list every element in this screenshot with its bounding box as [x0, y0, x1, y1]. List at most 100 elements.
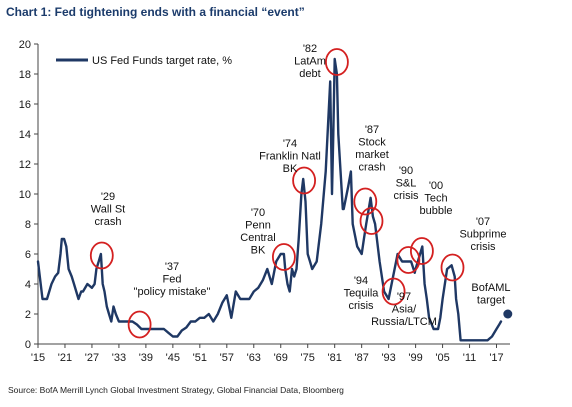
event-annotation: '37 Fed "policy mistake" [134, 261, 211, 298]
x-tick-label: '63 [247, 352, 261, 364]
event-annotation: '97 Asia/Russia/LTCM [371, 291, 437, 328]
event-annotation-line: market [355, 149, 389, 161]
event-annotation-line: Tequila [344, 288, 380, 300]
event-highlight-circle [396, 246, 421, 274]
x-tick-label: '69 [274, 352, 288, 364]
bofaml-target-marker [503, 309, 513, 319]
event-highlight-circle [292, 166, 317, 195]
event-annotation-line: Franklin Natl [259, 151, 321, 163]
x-tick-label: '21 [58, 352, 72, 364]
event-highlight-circle [324, 48, 349, 76]
event-annotation-line: Central [240, 232, 275, 244]
event-annotation-line: Asia/ [392, 304, 417, 316]
x-tick-label: '75 [301, 352, 315, 364]
y-tick-label: 16 [19, 99, 31, 111]
y-tick-label: 18 [19, 69, 31, 81]
x-tick-label: '99 [408, 352, 422, 364]
chart-title: Chart 1: Fed tightening ends with a fina… [6, 5, 305, 19]
y-tick-label: 12 [19, 159, 31, 171]
event-annotation-line: Wall St [91, 204, 125, 216]
x-tick-label: '33 [112, 352, 126, 364]
event-annotation-line: Subprime [459, 229, 506, 241]
bofaml-target-label-line: target [477, 295, 505, 307]
y-tick-label: 8 [25, 219, 31, 231]
event-annotation: '00 Tech bubble [419, 180, 452, 217]
event-highlight-circle [359, 207, 384, 235]
fed-funds-rate-line [36, 57, 503, 342]
y-tick-label: 0 [25, 339, 31, 351]
event-annotation-line: debt [299, 68, 320, 80]
bofaml-target-label-line: BofAML [471, 282, 510, 294]
event-annotation-line: Tech [424, 193, 447, 205]
event-annotation-line: S&L [396, 178, 417, 190]
y-tick-label: 10 [19, 189, 31, 201]
x-tick-label: '45 [166, 352, 180, 364]
legend-label: US Fed Funds target rate, % [92, 55, 232, 67]
event-annotation-line: '70 [251, 207, 265, 219]
event-annotation-line: BK [251, 245, 266, 257]
event-annotation-line: BK [283, 163, 298, 175]
x-tick-label: '27 [85, 352, 99, 364]
event-annotation-line: crisis [348, 300, 374, 312]
legend: US Fed Funds target rate, % [56, 55, 232, 67]
event-annotation-line: Penn [245, 220, 271, 232]
y-tick-label: 20 [19, 39, 31, 51]
event-annotation-line: bubble [419, 205, 452, 217]
x-tick-label: '93 [381, 352, 395, 364]
event-highlight-circle [440, 253, 465, 282]
event-highlight-circle [127, 310, 152, 339]
highlight-circles [89, 48, 465, 339]
event-annotation-line: '37 [165, 261, 179, 273]
event-annotation-line: "policy mistake" [134, 286, 211, 298]
event-annotation-line: '07 [476, 216, 490, 228]
event-highlight-circle [89, 241, 114, 270]
event-annotation-line: Stock [358, 137, 386, 149]
event-annotation-line: LatAm [294, 56, 326, 68]
event-highlight-circle [353, 187, 378, 216]
y-tick-label: 6 [25, 249, 31, 261]
target-marker-group: BofAML target [471, 282, 513, 319]
event-annotation-line: '00 [429, 180, 443, 192]
event-annotation-line: '90 [399, 165, 413, 177]
event-annotation-line: crash [95, 216, 122, 228]
y-tick-label: 14 [19, 129, 31, 141]
source-note: Source: BofA Merrill Lynch Global Invest… [8, 385, 344, 395]
x-tick-label: '57 [220, 352, 234, 364]
event-annotation: '70 Penn Central BK [240, 207, 275, 257]
event-annotation: '07 Subprime crisis [459, 216, 506, 253]
event-annotation: '94 Tequila crisis [344, 275, 380, 312]
x-tick-label: '05 [435, 352, 449, 364]
event-annotation: '87 Stock market crash [355, 124, 389, 174]
x-tick-label: '87 [354, 352, 368, 364]
event-annotation: '90 S&L crisis [393, 165, 419, 202]
x-tick-label: '39 [139, 352, 153, 364]
event-annotation-line: Russia/LTCM [371, 316, 437, 328]
x-tick-label: '81 [328, 352, 342, 364]
event-annotation-line: '94 [354, 275, 368, 287]
y-tick-label: 2 [25, 309, 31, 321]
y-axis-ticks: 0 2 4 6 8 10 12 14 16 18 20 [19, 39, 38, 351]
event-highlight-circle [381, 277, 406, 306]
event-annotation: '82 LatAm debt [294, 43, 326, 80]
event-annotation-line: crisis [470, 241, 496, 253]
event-highlight-circle [271, 243, 296, 271]
event-annotation-line: crisis [393, 190, 419, 202]
x-tick-label: '17 [489, 352, 503, 364]
event-annotation: '74 Franklin Natl BK [259, 138, 321, 175]
x-tick-label: '51 [193, 352, 207, 364]
event-highlight-circle [409, 237, 434, 265]
annotation-labels: '29 Wall St crash '37 Fed "policy mistake" '70… [91, 43, 507, 328]
y-tick-label: 4 [25, 279, 31, 291]
event-annotation-line: '82 [303, 43, 317, 55]
event-annotation-line: '74 [283, 138, 297, 150]
event-annotation-line: crash [359, 162, 386, 174]
x-tick-label: '11 [463, 352, 477, 364]
series-layer [36, 57, 503, 342]
event-annotation-line: Fed [163, 274, 182, 286]
x-axis-ticks: '15 '21 '27 '33 '39 '45 '51 '57 '63 '69 '75 '81 '87 '… [31, 344, 504, 364]
event-annotation-line: '87 [365, 124, 379, 136]
event-annotation: '29 Wall St crash [91, 191, 125, 228]
